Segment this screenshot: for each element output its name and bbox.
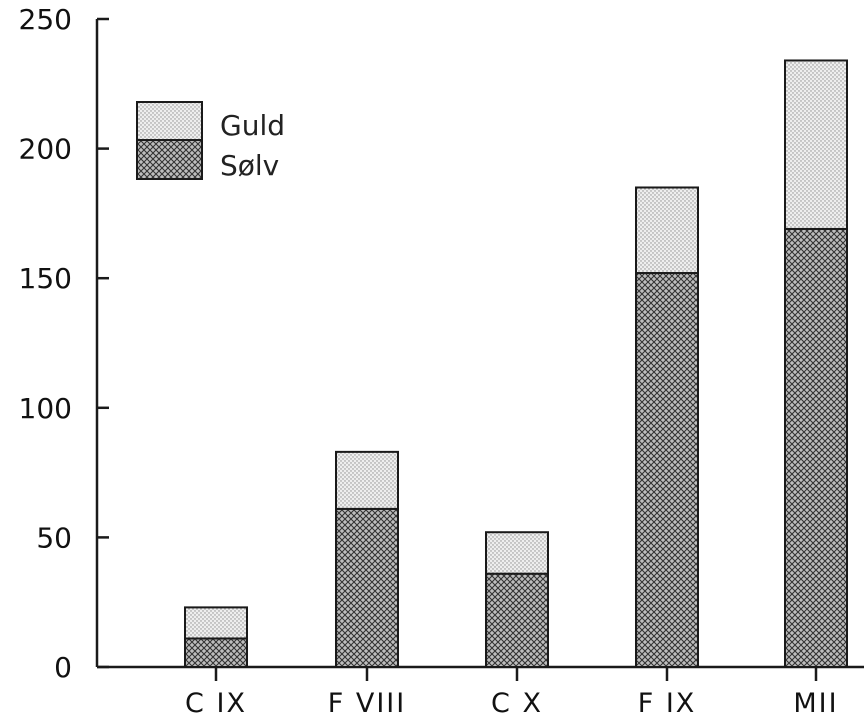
legend-label-solv: Sølv xyxy=(220,149,279,182)
y-tick-label: 200 xyxy=(19,133,72,166)
bar-solv-f-viii xyxy=(335,507,399,668)
x-tick-label: MII xyxy=(793,688,838,719)
legend: Guld Sølv xyxy=(136,101,285,182)
y-tick-label: 150 xyxy=(19,262,72,295)
bar-guld-f-ix xyxy=(635,186,699,275)
bar-solv-mii xyxy=(784,227,848,668)
bar-solv-c-ix xyxy=(184,637,248,668)
x-axis: C IX F VIII C X F IX MII xyxy=(97,665,864,719)
legend-swatch-solv xyxy=(136,139,203,180)
bar-guld-mii xyxy=(784,59,848,230)
y-tick-label: 0 xyxy=(54,651,72,684)
y-tick-label: 100 xyxy=(19,392,72,425)
bars xyxy=(184,59,848,668)
y-axis: 0 50 100 150 200 250 xyxy=(19,3,109,684)
y-tick-label: 50 xyxy=(36,521,72,554)
x-tick-label: F IX xyxy=(638,688,697,719)
bar-guld-c-ix xyxy=(184,606,248,640)
legend-label-guld: Guld xyxy=(220,109,285,142)
bar-solv-f-ix xyxy=(635,272,699,668)
y-tick-label: 250 xyxy=(19,3,72,36)
bar-guld-c-x xyxy=(485,531,549,575)
legend-swatch-guld xyxy=(136,101,203,141)
x-tick-label: F VIII xyxy=(328,688,406,719)
x-tick-label: C IX xyxy=(185,688,247,719)
bar-solv-c-x xyxy=(485,572,549,668)
x-tick-label: C X xyxy=(491,688,543,719)
bar-guld-f-viii xyxy=(335,450,399,510)
